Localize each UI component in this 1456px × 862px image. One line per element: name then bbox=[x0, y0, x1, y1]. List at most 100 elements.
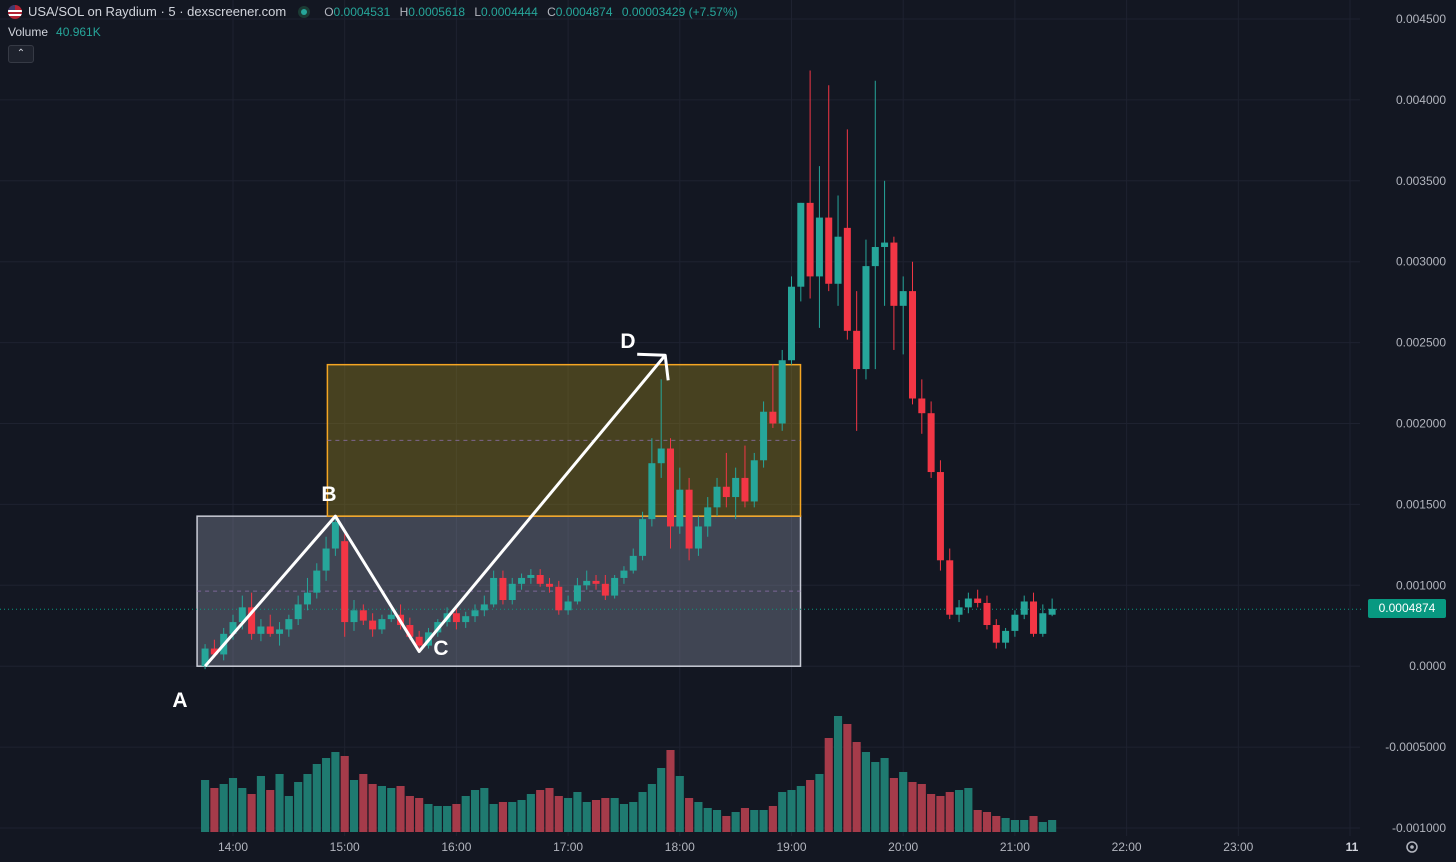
candle bbox=[378, 614, 386, 634]
arrowhead bbox=[637, 352, 670, 381]
candle-body bbox=[704, 507, 712, 527]
point-label-b: B bbox=[321, 483, 336, 506]
symbol-title[interactable]: USA/SOL on Raydium · 5 · dexscreener.com bbox=[28, 4, 287, 19]
volume-bar bbox=[256, 776, 265, 832]
candle bbox=[276, 622, 284, 646]
gear-icon[interactable] bbox=[1406, 841, 1418, 853]
candle-body bbox=[629, 555, 637, 571]
volume-bar bbox=[266, 790, 275, 832]
volume-bar bbox=[1020, 820, 1029, 832]
candle bbox=[825, 85, 833, 292]
low-label: L bbox=[474, 4, 482, 19]
open-value: 0.0004531 bbox=[333, 4, 391, 19]
candle bbox=[806, 70, 814, 299]
volume-bar bbox=[629, 802, 638, 832]
us-flag-icon bbox=[8, 4, 22, 19]
close-value: 0.0004874 bbox=[555, 4, 613, 19]
candle-body bbox=[210, 648, 218, 655]
candle-body bbox=[946, 560, 954, 615]
candle bbox=[936, 460, 944, 571]
candle bbox=[629, 548, 637, 574]
candle-body bbox=[909, 291, 917, 399]
candle bbox=[974, 589, 982, 608]
candle-series bbox=[201, 70, 1056, 670]
candle-body bbox=[843, 227, 851, 331]
candle-body bbox=[694, 526, 702, 549]
candle bbox=[452, 607, 460, 630]
candle-body bbox=[257, 626, 265, 634]
candle bbox=[573, 577, 581, 605]
candle-body bbox=[620, 570, 628, 578]
candle-body bbox=[611, 577, 619, 596]
price-tick-label: 0.001500 bbox=[1396, 497, 1446, 511]
volume-label: Volume bbox=[8, 25, 49, 39]
candle bbox=[853, 291, 861, 431]
candle bbox=[862, 239, 870, 380]
last-price-tag: 0.0004874 bbox=[1368, 599, 1446, 618]
volume-bar bbox=[1010, 820, 1019, 832]
candle-body bbox=[732, 477, 740, 498]
volume-bar bbox=[452, 804, 461, 832]
candle-body bbox=[1030, 601, 1038, 634]
candle bbox=[834, 195, 842, 306]
volume-bar bbox=[927, 794, 936, 832]
volume-bar bbox=[778, 792, 787, 832]
time-axis: 14:00 15:00 16:00 17:00 18:00 19:00 20:00 21:00… bbox=[218, 840, 1359, 854]
volume-bar bbox=[815, 774, 824, 832]
candle-body bbox=[825, 217, 833, 284]
candle-body bbox=[964, 598, 972, 608]
candle bbox=[266, 614, 274, 637]
volume-bar bbox=[861, 752, 871, 832]
volume-bar bbox=[247, 794, 256, 832]
change-value: 0.00003429 (+7.57%) bbox=[621, 4, 738, 19]
volume-bar bbox=[294, 782, 303, 832]
candle bbox=[1030, 592, 1038, 637]
volume-series bbox=[201, 716, 1057, 832]
time-tick-label: 23:00 bbox=[1223, 840, 1253, 854]
candle bbox=[685, 477, 693, 561]
candle bbox=[722, 452, 730, 508]
candle bbox=[843, 129, 851, 340]
price-tick-label: 0.002000 bbox=[1396, 417, 1446, 431]
candle-body bbox=[564, 601, 572, 611]
candle bbox=[341, 533, 349, 637]
volume-bar bbox=[312, 764, 321, 832]
high-value: 0.0005618 bbox=[408, 4, 466, 19]
volume-bar bbox=[1001, 818, 1010, 832]
candle-body bbox=[899, 291, 907, 306]
candle bbox=[992, 619, 1000, 649]
candle-body bbox=[639, 519, 647, 556]
candle bbox=[518, 573, 526, 590]
time-tick-label: 16:00 bbox=[441, 840, 471, 854]
chevron-up-icon[interactable]: ⌃ bbox=[8, 45, 34, 63]
candle-body bbox=[555, 586, 563, 611]
candle-body bbox=[350, 610, 358, 623]
candle-body bbox=[508, 583, 516, 601]
candle bbox=[536, 569, 544, 587]
volume-bar bbox=[694, 802, 703, 832]
abcd-pattern-line bbox=[203, 354, 667, 668]
candle bbox=[545, 577, 553, 593]
point-label-d: D bbox=[620, 330, 635, 353]
volume-bar bbox=[554, 796, 563, 832]
volume-bar bbox=[712, 810, 722, 832]
candle-body bbox=[303, 592, 311, 605]
close-label: C bbox=[547, 4, 556, 19]
time-tick-label: 17:00 bbox=[553, 840, 583, 854]
candle-body bbox=[834, 236, 842, 284]
candle bbox=[294, 595, 302, 626]
time-tick-label: 21:00 bbox=[1000, 840, 1030, 854]
candle-body bbox=[741, 477, 749, 502]
volume-bar bbox=[284, 796, 293, 832]
candle-body bbox=[471, 610, 479, 617]
candle-body bbox=[1039, 613, 1047, 634]
price-tick-label: 0.002500 bbox=[1396, 336, 1446, 350]
candle-body bbox=[573, 585, 581, 602]
volume-bar bbox=[424, 804, 433, 832]
candle-body bbox=[676, 489, 684, 527]
candle-body bbox=[322, 548, 330, 571]
volume-bar bbox=[824, 738, 833, 832]
volume-bar bbox=[675, 776, 684, 832]
candle bbox=[462, 611, 470, 628]
